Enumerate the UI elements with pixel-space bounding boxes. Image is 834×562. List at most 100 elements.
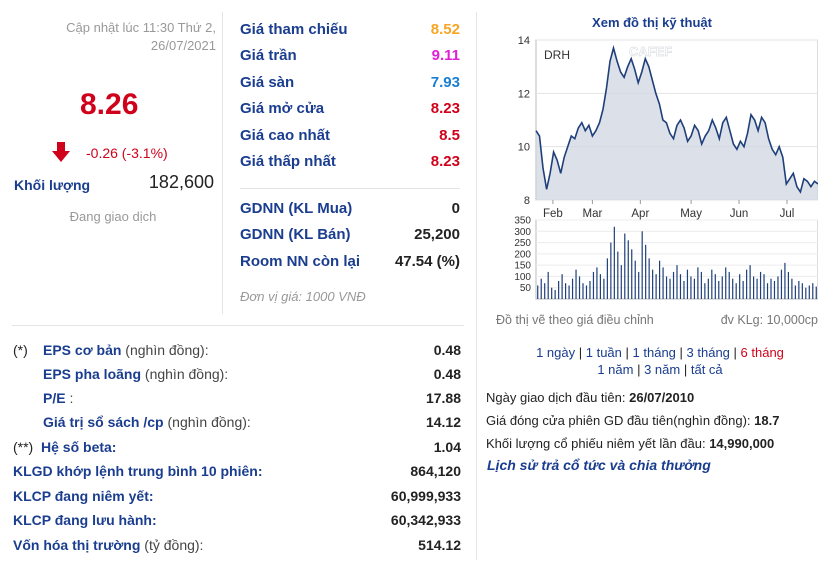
range-1-year[interactable]: 1 năm [597,362,634,377]
fundamental-label: EPS cơ bản (nghìn đồng): [43,342,209,358]
x-tick-label: May [680,208,702,220]
adjusted-price-note: Đồ thị vẽ theo giá điều chỉnh [496,313,654,327]
price-value: 8.23 [430,153,460,170]
first-trading-date: Ngày giao dịch đầu tiên: 26/07/2010 [486,390,695,405]
fundamental-row: (*) EPS cơ bản (nghìn đồng): 0.48 [13,342,461,362]
price-label: Giá cao nhất [240,127,331,144]
cafef-watermark: CAFEF [629,44,672,59]
foreign-row-sell: GDNN (KL Bán) 25,200 [240,226,460,248]
x-tick-label: Apr [631,208,649,220]
price-line [535,44,818,194]
range-3-months[interactable]: 3 tháng [686,345,730,360]
fundamental-value: 864,120 [410,463,461,479]
foreign-label: GDNN (KL Mua) [240,200,353,217]
price-label: Giá sàn [240,74,295,91]
fundamental-label: KLGD khớp lệnh trung bình 10 phiên: [13,463,263,479]
price-label: Giá mở cửa [240,100,325,117]
current-price: 8.26 [80,88,139,121]
price-ytick-label: 12 [518,88,530,100]
footnote-mark: (*) [13,342,28,358]
fundamental-label: KLCP đang niêm yết: [13,488,154,504]
fundamental-value: 60,342,933 [390,512,461,528]
volume-ytick-label: 50 [520,283,532,294]
range-all[interactable]: tất cả [690,362,723,377]
x-tick-label: Feb [543,208,563,220]
x-tick-label: Jun [730,208,749,220]
chart-ticker: DRH [544,48,570,62]
price-unit-note: Đơn vị giá: 1000 VNĐ [240,289,366,304]
fundamental-value: 0.48 [433,366,461,382]
chart-range-selector: 1 ngày | 1 tuần | 1 tháng | 3 tháng | 6 … [536,345,784,377]
fundamental-value: 17.88 [425,390,461,406]
x-tick-label: Mar [582,208,602,220]
fundamental-row: KLCP đang niêm yết: 60,999,933 [13,488,461,508]
fundamental-row: EPS pha loãng (nghìn đồng): 0.48 [13,366,461,386]
price-row-ceiling: Giá trần 9.11 [240,47,460,69]
fundamental-label: P/E : [43,390,74,406]
fundamental-row: KLCP đang lưu hành: 60,342,933 [13,512,461,532]
price-row-open: Giá mở cửa 8.23 [240,100,460,122]
range-3-years[interactable]: 3 năm [644,362,681,377]
range-6-months[interactable]: 6 tháng [740,345,784,360]
fundamental-value: 1.04 [433,439,461,455]
volume-ytick-label: 150 [514,261,531,272]
price-value: 9.11 [431,47,460,64]
divider-left-middle [222,12,223,314]
volume-ytick-label: 300 [514,227,531,238]
price-area [536,48,818,200]
price-value: 7.93 [430,74,460,91]
fundamental-label: KLCP đang lưu hành: [13,512,157,528]
volume-label: Khối lượng [14,177,91,193]
down-arrow-icon [52,142,70,162]
fundamental-row: KLGD khớp lệnh trung bình 10 phiên: 864,… [13,463,461,483]
divider-middle-right [476,12,477,560]
first-listed-volume: Khối lượng cổ phiếu niêm yết lần đầu: 14… [486,436,775,451]
price-label: Giá trần [240,47,297,64]
price-row-reference: Giá tham chiếu 8.52 [240,21,460,43]
divider-top-bottom [12,325,464,326]
divider-price-foreign [240,188,460,189]
fundamental-row: (**) Hệ số beta: 1.04 [13,439,461,459]
range-1-week[interactable]: 1 tuần [585,345,622,360]
price-value: 8.52 [430,21,460,38]
price-ytick-label: 14 [518,35,530,47]
fundamental-value: 0.48 [433,342,461,358]
range-1-month[interactable]: 1 tháng [632,345,676,360]
price-ytick-label: 10 [518,142,530,154]
price-ytick-label: 8 [524,195,530,207]
volume-ytick-label: 250 [514,238,531,249]
price-row-high: Giá cao nhất 8.5 [240,127,460,149]
x-tick-label: Jul [780,208,795,220]
volume-ytick-label: 200 [514,249,531,260]
price-row-low: Giá thấp nhất 8.23 [240,153,460,175]
foreign-label: Room NN còn lại [240,253,361,270]
price-change: -0.26 (-3.1%) [86,145,168,161]
volume-unit-note: đv KLg: 10,000cp [721,313,818,327]
trading-status: Đang giao dịch [69,209,157,224]
foreign-value: 47.54 (%) [394,253,460,270]
price-label: Giá thấp nhất [240,153,336,170]
foreign-value: 0 [451,200,460,217]
fundamental-value: 60,999,933 [390,488,461,504]
fundamental-row: Vốn hóa thị trường (tỷ đồng): 514.12 [13,537,461,557]
fundamental-row: Giá trị sổ sách /cp (nghìn đồng): 14.12 [13,414,461,434]
fundamental-label: Giá trị sổ sách /cp (nghìn đồng): [43,414,251,430]
update-timestamp: Cập nhật lúc 11:30 Thứ 2, 26/07/2021 [66,20,216,53]
first-close-price: Giá đóng cửa phiên GD đầu tiên(nghìn đồn… [486,413,780,428]
price-row-floor: Giá sàn 7.93 [240,74,460,96]
fundamental-row: P/E : 17.88 [13,390,461,410]
volume-ytick-label: 100 [514,272,531,283]
volume-ytick-label: 350 [514,216,531,227]
range-1-day[interactable]: 1 ngày [536,345,576,360]
dividend-history-link[interactable]: Lịch sử trả cổ tức và chia thưởng [487,457,711,473]
technical-chart-link[interactable]: Xem đồ thị kỹ thuật [592,15,712,30]
fundamental-label: Vốn hóa thị trường (tỷ đồng): [13,537,204,553]
foreign-label: GDNN (KL Bán) [240,226,351,243]
foreign-value: 25,200 [414,226,460,243]
foreign-row-room: Room NN còn lại 47.54 (%) [240,253,460,275]
foreign-row-buy: GDNN (KL Mua) 0 [240,200,460,222]
fundamental-label: EPS pha loãng (nghìn đồng): [43,366,229,382]
footnote-mark: (**) [13,439,34,455]
fundamental-value: 514.12 [418,537,461,553]
